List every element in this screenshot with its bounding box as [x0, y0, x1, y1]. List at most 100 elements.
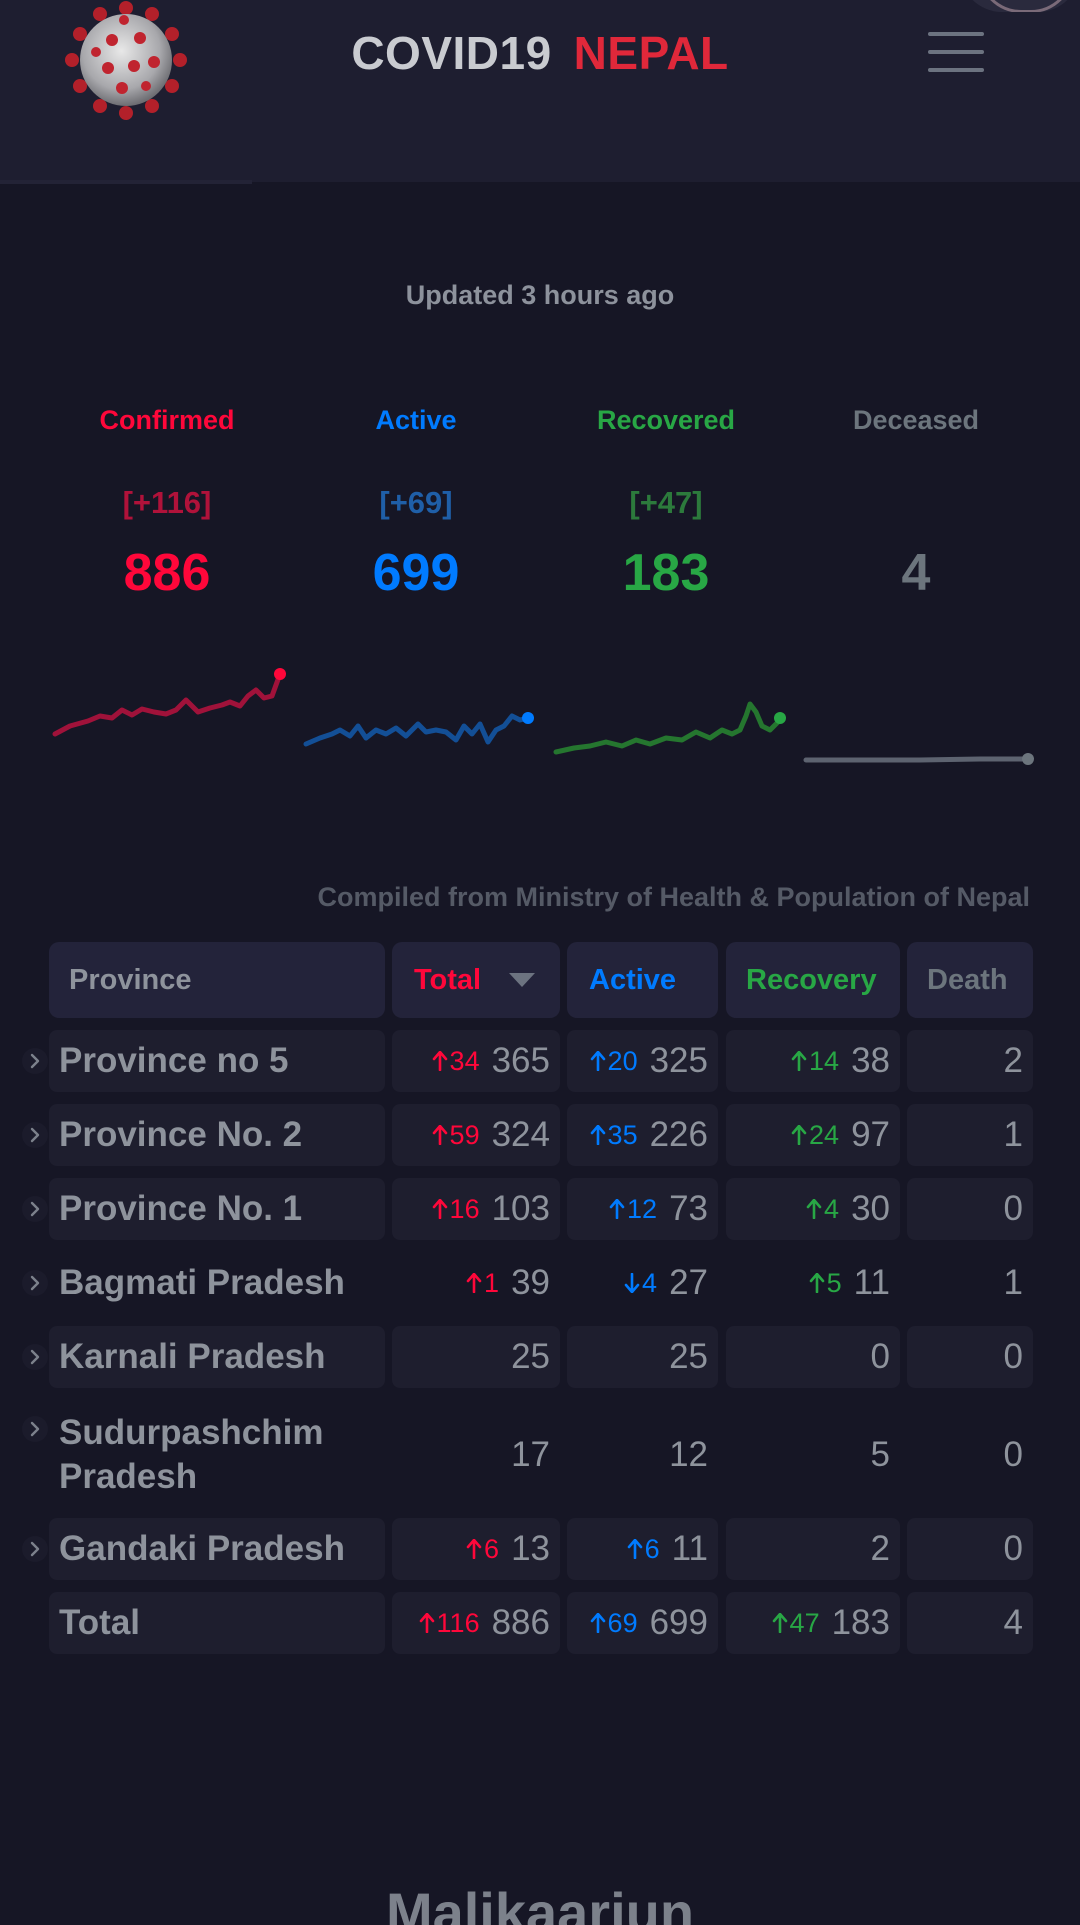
- active-delta: 4: [624, 1268, 657, 1299]
- header-death[interactable]: Death: [907, 942, 1033, 1018]
- total-value: 17: [511, 1435, 550, 1474]
- total-delta-value: 116: [436, 1607, 480, 1638]
- avatar[interactable]: [960, 0, 1080, 12]
- death-cell: 0: [907, 1326, 1033, 1388]
- chevron-right-icon[interactable]: [22, 1344, 48, 1370]
- province-name-cell[interactable]: Province No. 1: [49, 1178, 385, 1240]
- active-delta-value: 20: [607, 1045, 638, 1076]
- header-province-label: Province: [69, 963, 192, 996]
- active-delta: 20: [590, 1046, 638, 1077]
- rec-delta-value: 5: [826, 1267, 842, 1298]
- coronavirus-icon[interactable]: [62, 0, 190, 120]
- active-cell: 12: [567, 1400, 718, 1510]
- active-cell: 35 226: [567, 1104, 718, 1166]
- rec-cell: 4 30: [726, 1178, 900, 1240]
- death-cell: 1: [907, 1252, 1033, 1314]
- province-name-cell[interactable]: Karnali Pradesh: [49, 1326, 385, 1388]
- arrow-down-icon: [624, 1273, 640, 1293]
- arrow-up-icon: [590, 1613, 606, 1633]
- active-sparkline[interactable]: [300, 660, 540, 770]
- recovered-sparkline[interactable]: [550, 660, 790, 770]
- province-name-cell[interactable]: Province No. 2: [49, 1104, 385, 1166]
- deceased-sparkline[interactable]: [800, 660, 1040, 770]
- total-cell: 16 103: [392, 1178, 560, 1240]
- level-recovered: Recovered [+47] 183: [541, 405, 791, 603]
- rec-delta-value: 47: [789, 1607, 820, 1638]
- chevron-right-icon[interactable]: [22, 1196, 48, 1222]
- active-value: 12: [669, 1435, 708, 1474]
- sort-down-icon[interactable]: [509, 973, 536, 987]
- total-delta: 16: [432, 1194, 480, 1225]
- total-cell: 1 39: [392, 1252, 560, 1314]
- province-name-cell[interactable]: Bagmati Pradesh: [49, 1252, 385, 1314]
- active-delta-value: 12: [627, 1193, 658, 1224]
- total-value: 365: [491, 1041, 550, 1080]
- province-name-cell[interactable]: Sudurpashchim Pradesh: [49, 1400, 385, 1510]
- brand-word-nepal: NEPAL: [573, 27, 729, 79]
- brand-word-covid: COVID19: [351, 27, 552, 79]
- death-cell: 4: [907, 1592, 1033, 1654]
- death-cell: 2: [907, 1030, 1033, 1092]
- total-delta: 1: [466, 1268, 499, 1299]
- chevron-right-icon[interactable]: [22, 1122, 48, 1148]
- total-delta: 116: [419, 1608, 480, 1639]
- total-delta-value: 1: [484, 1267, 500, 1298]
- total-delta: 34: [432, 1046, 480, 1077]
- level-delta: [+116]: [122, 485, 212, 520]
- active-value: 226: [649, 1115, 708, 1154]
- rec-delta: 4: [806, 1194, 839, 1225]
- death-value: 0: [1003, 1337, 1023, 1376]
- hamburger-icon[interactable]: [928, 32, 984, 72]
- province-name-cell[interactable]: Gandaki Pradesh: [49, 1518, 385, 1580]
- rec-value: 2: [870, 1529, 890, 1568]
- level-deceased: Deceased 4: [791, 405, 1041, 603]
- level-value: 183: [622, 544, 710, 602]
- level-value: 4: [901, 544, 931, 602]
- header-divider: [0, 180, 252, 184]
- total-delta-value: 6: [484, 1533, 500, 1564]
- total-cell: 59 324: [392, 1104, 560, 1166]
- active-cell: 12 73: [567, 1178, 718, 1240]
- active-value: 11: [671, 1529, 708, 1568]
- header-total[interactable]: Total: [392, 942, 560, 1018]
- confirmed-sparkline[interactable]: [50, 660, 290, 770]
- level-value: 886: [123, 544, 211, 602]
- province-name-cell[interactable]: Province no 5: [49, 1030, 385, 1092]
- active-cell: 6 11: [567, 1518, 718, 1580]
- total-cell: 116 886: [392, 1592, 560, 1654]
- section-title: Malikaarjun: [385, 1881, 695, 1925]
- rec-value: 38: [851, 1041, 890, 1080]
- rec-cell: 47 183: [726, 1592, 900, 1654]
- level-value: 699: [372, 544, 460, 602]
- rec-cell: 5 11: [726, 1252, 900, 1314]
- chevron-right-icon[interactable]: [22, 1270, 48, 1296]
- active-value: 27: [669, 1263, 708, 1302]
- level-label: Recovered: [596, 405, 736, 435]
- chevron-right-icon[interactable]: [22, 1536, 48, 1562]
- total-cell: 25: [392, 1326, 560, 1388]
- total-row-name[interactable]: Total: [49, 1592, 385, 1654]
- province-name: Province no 5: [59, 1041, 289, 1080]
- rec-cell: 0: [726, 1326, 900, 1388]
- header-recovery[interactable]: Recovery: [726, 942, 900, 1018]
- chevron-right-icon[interactable]: [22, 1048, 48, 1074]
- province-name: Sudurpashchim Pradesh: [59, 1413, 324, 1496]
- header-province[interactable]: Province: [49, 942, 385, 1018]
- total-value: 39: [511, 1263, 550, 1302]
- level-delta: [+47]: [629, 485, 703, 520]
- arrow-up-icon: [772, 1613, 788, 1633]
- total-delta: 59: [432, 1120, 480, 1151]
- total-value: 324: [491, 1115, 550, 1154]
- header-active[interactable]: Active: [567, 942, 718, 1018]
- total-delta-value: 59: [449, 1119, 480, 1150]
- death-value: 2: [1003, 1041, 1023, 1080]
- level-delta: [+69]: [379, 485, 453, 520]
- chevron-right-icon[interactable]: [22, 1416, 48, 1442]
- active-value: 325: [649, 1041, 708, 1080]
- data-source-text: Compiled from Ministry of Health & Popul…: [317, 882, 1030, 912]
- app-title[interactable]: COVID19 NEPAL: [0, 26, 1080, 80]
- arrow-up-icon: [791, 1125, 807, 1145]
- active-value: 699: [649, 1603, 708, 1642]
- rec-delta: 14: [791, 1046, 839, 1077]
- province-name: Gandaki Pradesh: [59, 1529, 345, 1568]
